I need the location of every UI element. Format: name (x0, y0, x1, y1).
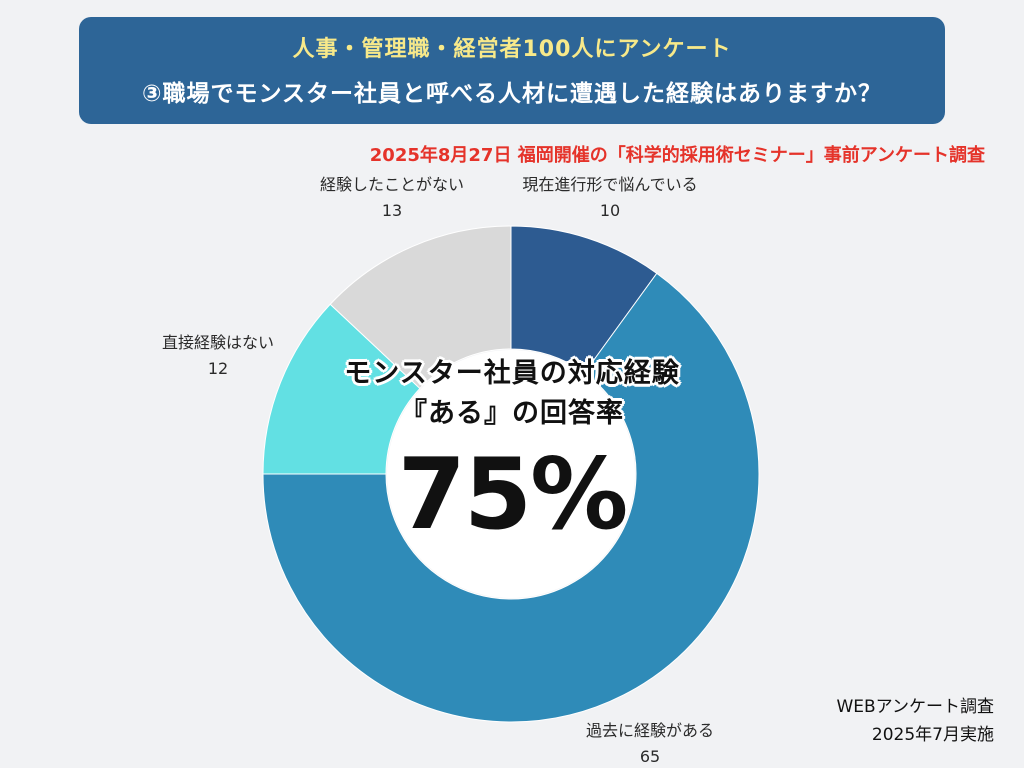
slice-label-name: 現在進行形で悩んでいる (522, 175, 698, 194)
slice-label-value: 10 (599, 201, 621, 220)
donut-hole (387, 350, 635, 598)
center-heading: モンスター社員の対応経験 (344, 358, 680, 389)
survey-method: WEBアンケート調査 (836, 697, 994, 717)
slice-label-name: 過去に経験がある (585, 721, 714, 740)
slice-past (262, 272, 760, 723)
slice-label-never: 経験したことがない 13 (292, 172, 492, 224)
slice-label-value: 13 (381, 201, 403, 220)
slice-label-value: 65 (639, 747, 661, 766)
slice-never (329, 225, 512, 390)
banner-headline: 人事・管理職・経営者100人にアンケート (292, 37, 732, 62)
survey-subtitle: 2025年8月27日 福岡開催の「科学的採用術セミナー」事前アンケート調査 (369, 145, 985, 166)
slice-label-current: 現在進行形で悩んでいる 10 (510, 172, 710, 224)
survey-date: 2025年7月実施 (871, 725, 994, 745)
center-subheading: 『ある』の回答率 (400, 398, 624, 429)
slice-label-no-direct: 直接経験はない 12 (118, 330, 318, 382)
survey-note: WEBアンケート調査 2025年7月実施 (836, 693, 994, 749)
center-percent: 75% (397, 438, 629, 552)
slice-label-past: 過去に経験がある 65 (550, 718, 750, 768)
banner-question: ③職場でモンスター社員と呼べる人材に遭遇した経験はありますか？ (141, 81, 882, 107)
slice-label-name: 直接経験はない (161, 333, 274, 352)
donut-center-callout: モンスター社員の対応経験 『ある』の回答率 75% (262, 354, 762, 550)
title-banner: 人事・管理職・経営者100人にアンケート ③職場でモンスター社員と呼べる人材に遭… (79, 17, 945, 124)
slice-label-name: 経験したことがない (319, 175, 464, 194)
slice-label-value: 12 (207, 359, 229, 378)
